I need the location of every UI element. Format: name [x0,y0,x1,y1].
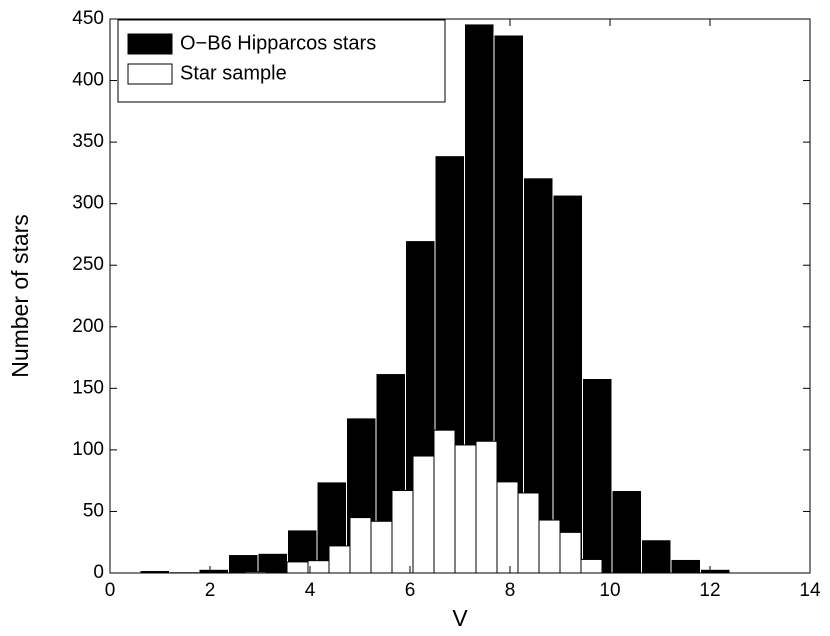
bar [370,520,393,574]
bar [700,568,731,574]
bar [496,481,519,574]
y-axis-label: Number of stars [7,214,33,378]
bar [580,558,603,574]
bar [349,517,372,574]
bar [475,440,498,574]
legend-swatch [127,63,173,85]
x-tick-label: 0 [105,580,116,601]
x-tick-label: 14 [799,580,821,601]
y-tick-label: 250 [72,254,104,275]
bar [433,429,456,574]
bar [517,492,540,574]
legend-label: O−B6 Hipparcos stars [180,32,376,54]
bar [582,377,613,574]
y-tick-label: 150 [72,377,104,398]
bar [286,561,309,574]
legend-label: Star sample [180,62,287,84]
y-tick-label: 350 [72,131,104,152]
x-axis-label: V [452,605,468,631]
y-tick-label: 0 [93,562,104,583]
bar [198,568,229,574]
y-tick-label: 450 [72,8,104,29]
bar [611,490,642,574]
x-tick-label: 8 [505,580,516,601]
bar [257,552,288,574]
bar [228,554,259,574]
bar [538,519,561,574]
y-tick-label: 300 [72,193,104,214]
x-tick-label: 12 [699,580,720,601]
y-tick-label: 100 [72,439,104,460]
bar [307,560,330,574]
legend-swatch [127,33,173,55]
bar [641,539,672,574]
bar [328,545,351,574]
y-tick-label: 200 [72,316,104,337]
bar [559,531,582,574]
x-tick-label: 2 [205,580,216,601]
x-tick-label: 6 [405,580,416,601]
y-tick-label: 50 [83,500,104,521]
bar [552,194,583,574]
bar [391,490,414,574]
x-tick-label: 4 [305,580,316,601]
bar [454,444,477,574]
bar [670,558,701,574]
plot-frame [109,18,811,574]
x-tick-label: 10 [599,580,620,601]
bar [412,455,435,574]
y-tick-label: 400 [72,70,104,91]
